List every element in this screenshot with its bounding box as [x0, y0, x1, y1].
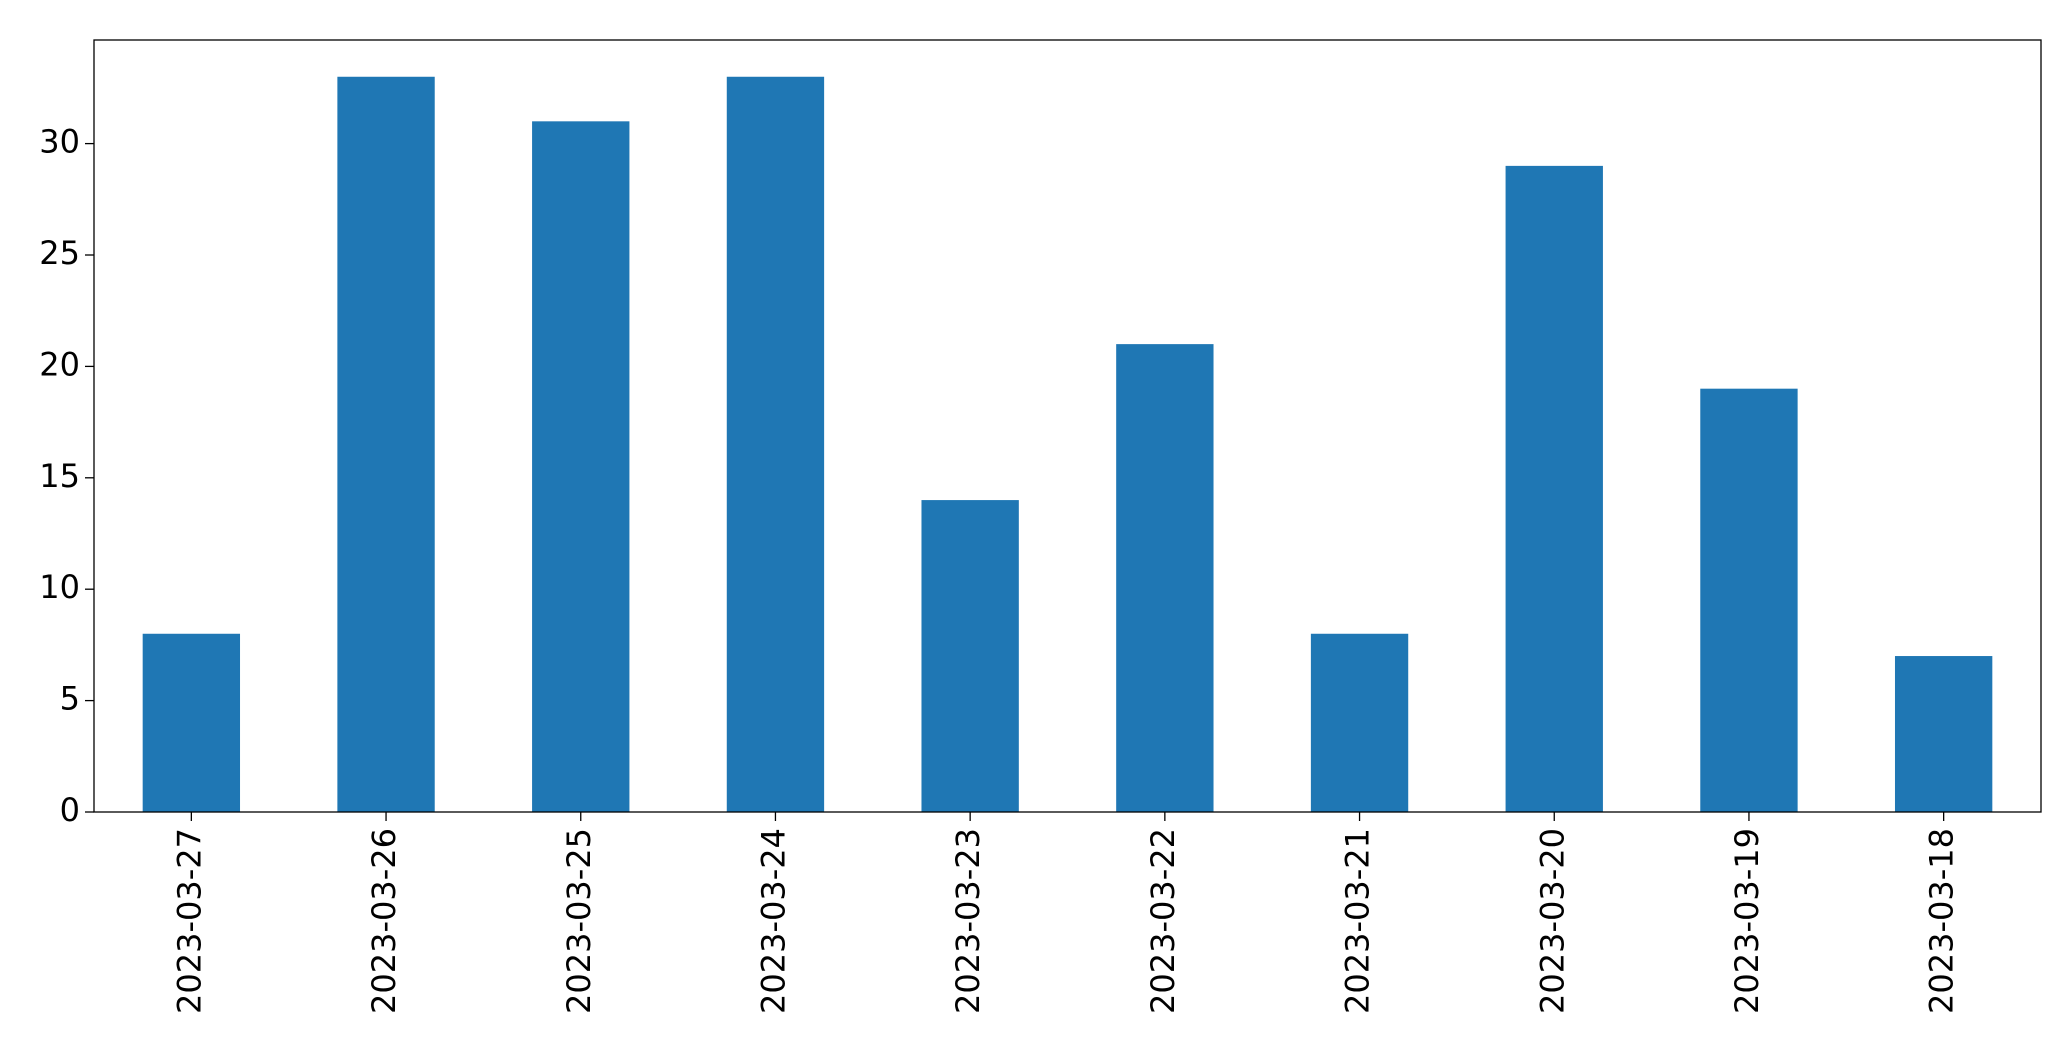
bar	[142, 633, 241, 812]
bar	[532, 121, 630, 813]
x-tick-label: 2023-03-18	[1923, 828, 1961, 1014]
x-tick-label: 2023-03-20	[1533, 828, 1571, 1014]
x-tick-label: 2023-03-19	[1728, 828, 1766, 1014]
y-tick-label: 30	[39, 123, 80, 161]
bar	[337, 76, 435, 812]
bar	[921, 500, 1019, 812]
y-tick-label: 5	[60, 680, 80, 718]
bar	[1310, 633, 1409, 812]
x-tick-label: 2023-03-22	[1144, 828, 1182, 1014]
x-tick-label: 2023-03-23	[949, 828, 987, 1014]
y-tick-label: 15	[39, 457, 80, 495]
bar	[1116, 344, 1214, 812]
y-tick-label: 0	[60, 791, 80, 829]
x-tick-label: 2023-03-26	[365, 828, 403, 1014]
x-tick-label: 2023-03-27	[170, 828, 208, 1014]
x-tick-label: 2023-03-25	[560, 828, 598, 1014]
plot-frame	[93, 39, 2042, 813]
y-tick-label: 10	[39, 568, 80, 606]
x-tick-label: 2023-03-21	[1339, 828, 1377, 1014]
y-tick-label: 25	[39, 234, 80, 272]
bar	[1894, 656, 1993, 812]
x-tick-label: 2023-03-24	[754, 828, 792, 1014]
bar	[726, 76, 825, 812]
y-tick-label: 20	[39, 345, 80, 383]
bar	[1505, 165, 1603, 813]
bar	[1700, 388, 1798, 812]
